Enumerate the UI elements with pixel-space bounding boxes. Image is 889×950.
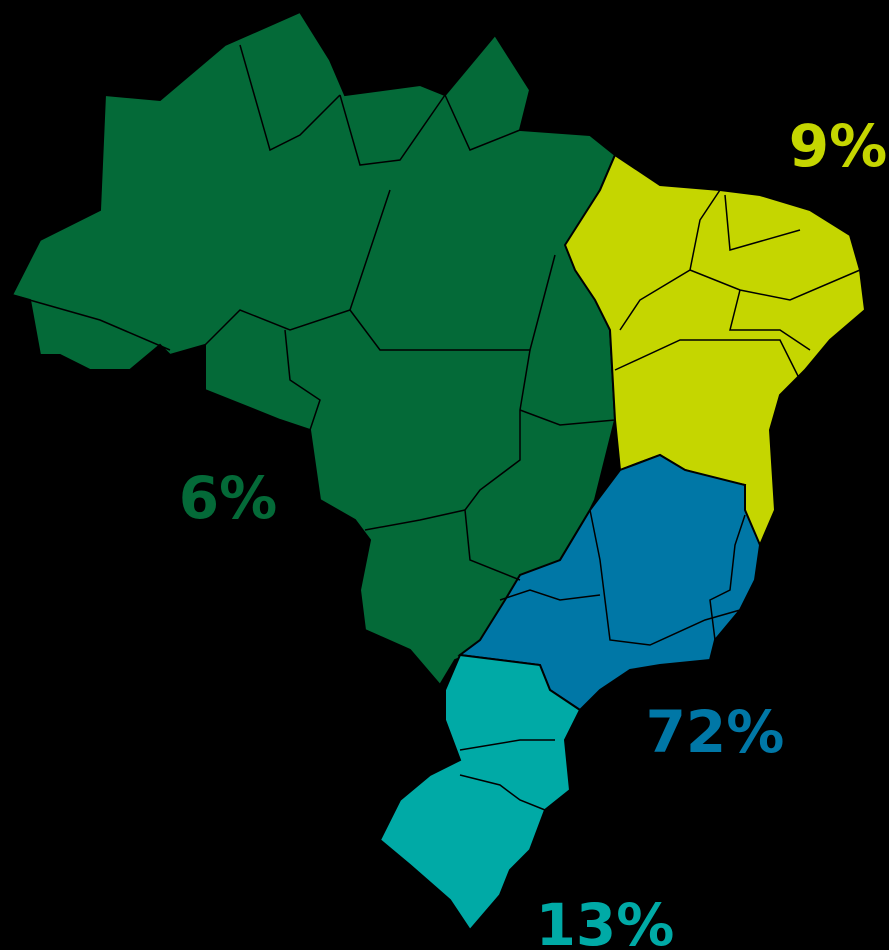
northeast-region	[563, 153, 867, 548]
state-borders	[11, 44, 861, 811]
region-label: 13%	[536, 891, 675, 950]
region-label: 9%	[789, 112, 887, 180]
southeast-region	[457, 453, 762, 712]
south-region	[378, 653, 582, 932]
region-label: 6%	[179, 464, 277, 532]
region-label: 72%	[646, 698, 785, 766]
